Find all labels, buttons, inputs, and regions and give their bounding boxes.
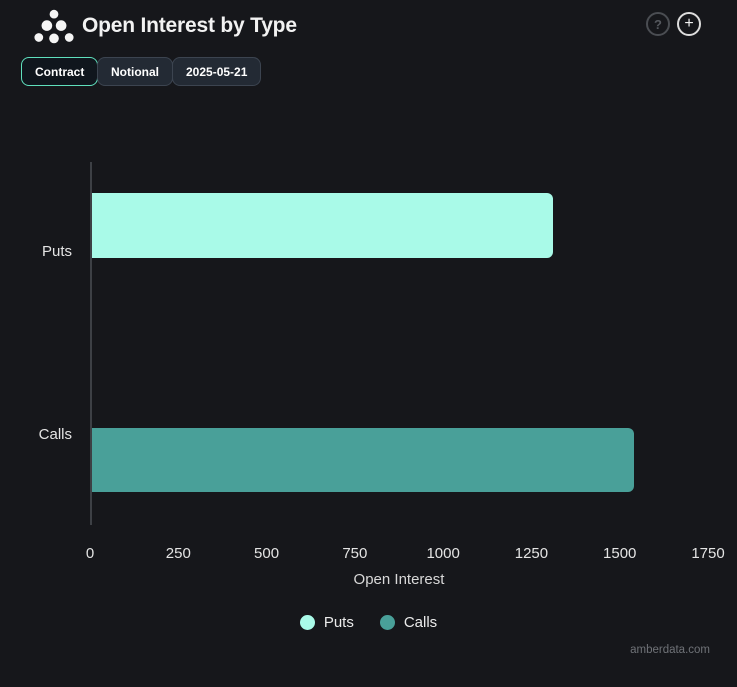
legend-dot-icon	[299, 615, 315, 630]
toolbar: Contract Notional 2025-05-21	[0, 57, 737, 87]
page-title: Open Interest by Type	[82, 14, 297, 37]
bar-puts[interactable]	[92, 193, 554, 258]
notional-toggle-button[interactable]: Notional	[97, 57, 173, 86]
x-tick-label: 0	[85, 545, 95, 562]
x-tick-label: 1750	[691, 545, 725, 562]
legend-item-puts[interactable]: Puts	[299, 614, 354, 631]
legend-dot-icon	[379, 615, 395, 630]
x-tick-label: 1000	[426, 545, 460, 562]
legend-label: Puts	[323, 614, 354, 631]
chart-legend: Puts Calls	[0, 614, 737, 631]
x-tick-label: 500	[254, 545, 280, 562]
help-icon[interactable]: ?	[646, 12, 670, 36]
bar-chart-plot-area	[90, 162, 708, 525]
add-icon[interactable]: +	[677, 12, 701, 36]
bar-calls[interactable]	[92, 428, 635, 492]
x-tick-label: 1500	[603, 545, 637, 562]
x-tick-label: 750	[342, 545, 368, 562]
x-axis-title: Open Interest	[353, 571, 445, 588]
x-tick-label: 1250	[514, 545, 549, 562]
legend-label: Calls	[403, 614, 438, 631]
amberdata-logo-icon	[33, 8, 75, 46]
contract-toggle-button[interactable]: Contract	[21, 57, 99, 86]
y-category-label-puts: Puts	[41, 243, 72, 260]
legend-item-calls[interactable]: Calls	[379, 614, 438, 631]
date-filter-button[interactable]: 2025-05-21	[172, 57, 262, 86]
x-axis-ticks: 0 250 500 750 1000 1250 1500 1750	[86, 545, 725, 563]
y-category-label-calls: Calls	[38, 426, 72, 443]
x-tick-label: 250	[165, 545, 191, 562]
header: Open Interest by Type ? +	[0, 0, 737, 50]
watermark: amberdata.com	[630, 644, 710, 656]
